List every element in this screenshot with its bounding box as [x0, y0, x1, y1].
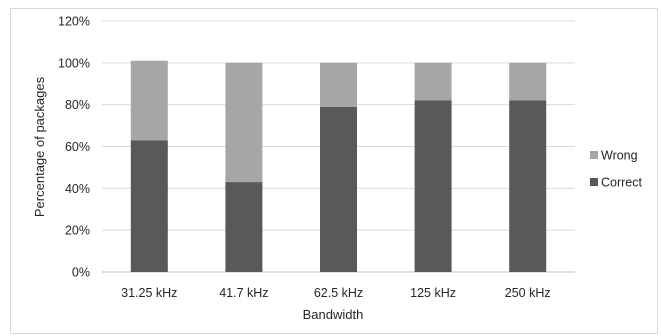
y-tick-label: 40% [65, 182, 90, 196]
bar-segment-wrong [225, 62, 263, 183]
bar-segment-wrong [414, 62, 452, 101]
bars [130, 60, 547, 272]
bar-segment-wrong [320, 62, 357, 107]
y-axis-label: Percentage of packages [32, 76, 47, 217]
y-tick-label: 60% [65, 140, 90, 154]
x-tick-label: 31.25 kHz [121, 286, 177, 300]
legend-swatch-wrong [590, 151, 598, 159]
legend: Wrong Correct [590, 149, 643, 190]
y-tick-label: 80% [65, 98, 90, 112]
legend-label-correct: Correct [601, 176, 643, 190]
x-tick-label: 62.5 kHz [314, 286, 363, 300]
legend-swatch-correct [590, 178, 598, 186]
bar-segment-correct [320, 106, 357, 272]
y-tick-label: 100% [58, 56, 90, 70]
x-tick-label: 125 kHz [410, 286, 456, 300]
bar-segment-wrong [509, 62, 547, 101]
y-tick-label: 20% [65, 224, 90, 238]
y-tick-label: 120% [58, 15, 90, 29]
legend-label-wrong: Wrong [601, 149, 638, 163]
bar-segment-correct [130, 140, 168, 272]
y-tick-label: 0% [72, 266, 90, 280]
x-axis-label: Bandwidth [303, 307, 364, 322]
tick-labels: 0% 20% 40% 60% 80% 100% 120% 31.25 kHz 41.7 kHz 6… [58, 15, 551, 301]
x-tick-label: 250 kHz [505, 286, 551, 300]
bar-segment-wrong [130, 60, 168, 141]
bar-segment-correct [414, 100, 452, 272]
bar-segment-correct [225, 182, 263, 272]
bar-segment-correct [509, 100, 547, 272]
x-tick-label: 41.7 kHz [219, 286, 268, 300]
